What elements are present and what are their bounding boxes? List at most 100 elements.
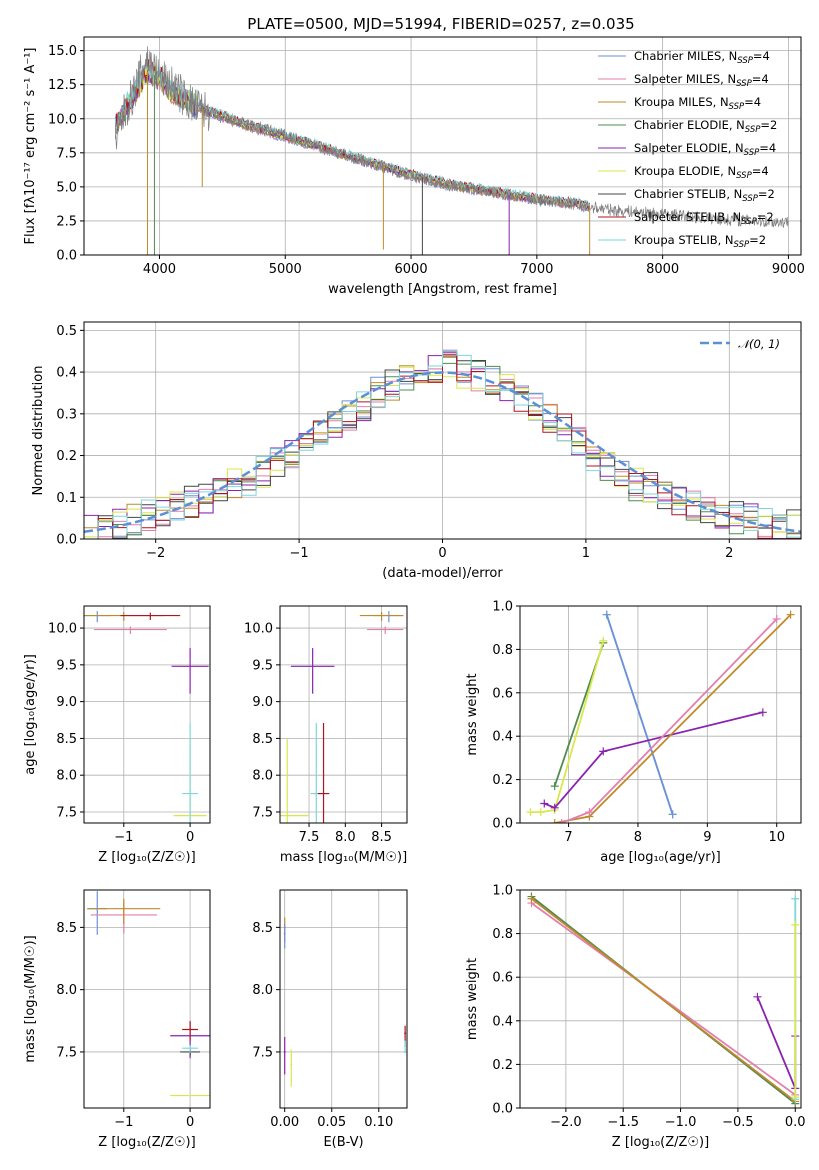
plot-area-age-vs-Z	[84, 611, 209, 823]
weight-line-2	[530, 897, 796, 1103]
y-tick-label: 0.4	[492, 730, 513, 745]
plus-marker	[557, 819, 566, 823]
x-tick-label: 7000	[520, 262, 553, 277]
x-axis-label: Z [log₁₀(Z/Z☉)]	[98, 850, 195, 865]
legend-entry: Chabrier MILES, NSSP=4	[634, 49, 770, 66]
y-tick-label: 8.5	[252, 921, 273, 936]
y-tick-label: 8.0	[252, 769, 273, 784]
legend-entry: Kroupa MILES, NSSP=4	[634, 95, 761, 112]
x-tick-label: 5000	[269, 262, 302, 277]
y-tick-label: 10.0	[48, 112, 77, 127]
x-tick-label: 8.0	[335, 830, 356, 845]
plus-marker	[536, 808, 545, 817]
x-tick-label: −1	[290, 546, 309, 561]
plus-marker	[668, 810, 677, 819]
plus-marker	[772, 615, 781, 624]
plus-marker	[599, 747, 608, 756]
plus-marker	[550, 782, 559, 791]
axes-frame-spectrum	[83, 36, 802, 256]
y-axis-label: mass weight	[465, 673, 480, 755]
x-axis-label: Z [log₁₀(Z/Z☉)]	[612, 1135, 709, 1150]
panel-massweight-vs-age	[520, 605, 801, 824]
y-tick-label: 0.0	[492, 817, 513, 832]
y-tick-label: 9.0	[56, 695, 77, 710]
plus-marker	[585, 808, 594, 817]
x-tick-label: 7	[564, 830, 572, 845]
weight-line-5	[530, 640, 605, 813]
y-tick-label: 0.8	[492, 927, 513, 942]
y-tick-label: 2.5	[56, 214, 77, 229]
legend-entry: Chabrier ELODIE, NSSP=2	[634, 118, 777, 135]
y-tick-label: 0.6	[492, 686, 513, 701]
x-tick-label: 0	[438, 546, 446, 561]
model-line-7	[114, 59, 590, 208]
chart-title: PLATE=0500, MJD=51994, FIBERID=0257, z=0…	[247, 15, 634, 33]
y-tick-label: 0.4	[56, 366, 77, 381]
plus-marker	[527, 894, 536, 903]
x-tick-label: 6000	[395, 262, 428, 277]
plot-area-age-vs-mass	[280, 611, 404, 823]
panel-spectrum	[84, 37, 801, 256]
y-tick-label: 8.0	[252, 983, 273, 998]
plus-marker	[791, 894, 800, 903]
x-tick-label: −1	[114, 830, 133, 845]
plus-marker	[599, 636, 608, 645]
x-tick-label: 7.5	[299, 830, 320, 845]
legend-entry: Salpeter MILES, NSSP=4	[634, 72, 769, 89]
y-tick-label: 0.0	[56, 249, 77, 264]
weight-line-2	[554, 614, 792, 823]
axes-frame-age-vs-Z	[83, 605, 211, 824]
y-tick-label: 8.0	[56, 769, 77, 784]
axes-frame-age-vs-mass	[279, 605, 408, 824]
x-tick-label: −1.0	[665, 1115, 697, 1130]
x-tick-label: 10	[768, 830, 785, 845]
legend-entry: Salpeter ELODIE, NSSP=4	[634, 141, 776, 158]
x-tick-label: 0	[186, 830, 194, 845]
x-tick-label: 0.0	[785, 1115, 806, 1130]
x-tick-label: −1.5	[607, 1115, 639, 1130]
x-axis-label: E(B-V)	[323, 1135, 363, 1150]
gaussian-curve	[84, 371, 801, 533]
legend-entry: Kroupa STELIB, NSSP=2	[634, 233, 766, 250]
plot-area-mass-vs-ebv	[283, 917, 407, 1087]
x-tick-label: 9	[703, 830, 711, 845]
y-tick-label: 7.5	[56, 146, 77, 161]
y-axis-label: Normed distribution	[31, 366, 46, 496]
legend-entry: Kroupa ELODIE, NSSP=4	[634, 164, 769, 181]
y-tick-label: 7.5	[56, 1045, 77, 1060]
y-tick-label: 8.5	[252, 732, 273, 747]
plus-marker	[550, 803, 559, 812]
y-tick-label: 1.0	[492, 884, 513, 899]
y-axis-label: mass [log₁₀(M/M☉)]	[23, 935, 38, 1062]
y-tick-label: 12.5	[48, 78, 77, 93]
x-tick-label: 0	[186, 1115, 194, 1130]
y-tick-label: 15.0	[48, 44, 77, 59]
y-tick-label: 8.5	[56, 732, 77, 747]
plus-marker	[550, 819, 559, 823]
x-tick-label: 2	[725, 546, 733, 561]
panel-age-vs-Z	[84, 606, 210, 823]
y-tick-label: 0.2	[492, 1058, 513, 1073]
x-axis-label: Z [log₁₀(Z/Z☉)]	[98, 1135, 195, 1150]
y-tick-label: 0.2	[56, 449, 77, 464]
y-tick-label: 8.0	[56, 983, 77, 998]
y-tick-label: 5.0	[56, 180, 77, 195]
data-spectrum-line	[115, 46, 789, 228]
x-axis-label: wavelength [Angstrom, rest frame]	[328, 282, 557, 297]
weight-line-4	[543, 711, 764, 809]
plot-area-massweight-vs-age	[526, 610, 795, 823]
x-axis-label: (data-model)/error	[382, 566, 503, 581]
axes-frame-mass-vs-ebv	[279, 889, 408, 1109]
x-tick-label: 0.05	[317, 1115, 346, 1130]
y-tick-label: 9.0	[252, 695, 273, 710]
plot-area-massweight-vs-Z	[527, 892, 800, 1108]
x-tick-label: −0.5	[722, 1115, 754, 1130]
panel-residuals	[84, 322, 801, 540]
legend-entry: Salpeter STELIB, NSSP=2	[634, 210, 774, 227]
x-tick-label: −2	[146, 546, 165, 561]
plus-marker	[786, 610, 795, 619]
x-tick-label: 1	[582, 546, 590, 561]
y-tick-label: 0.0	[56, 533, 77, 548]
model-line-3	[114, 63, 590, 210]
x-tick-label: 0.10	[364, 1115, 393, 1130]
